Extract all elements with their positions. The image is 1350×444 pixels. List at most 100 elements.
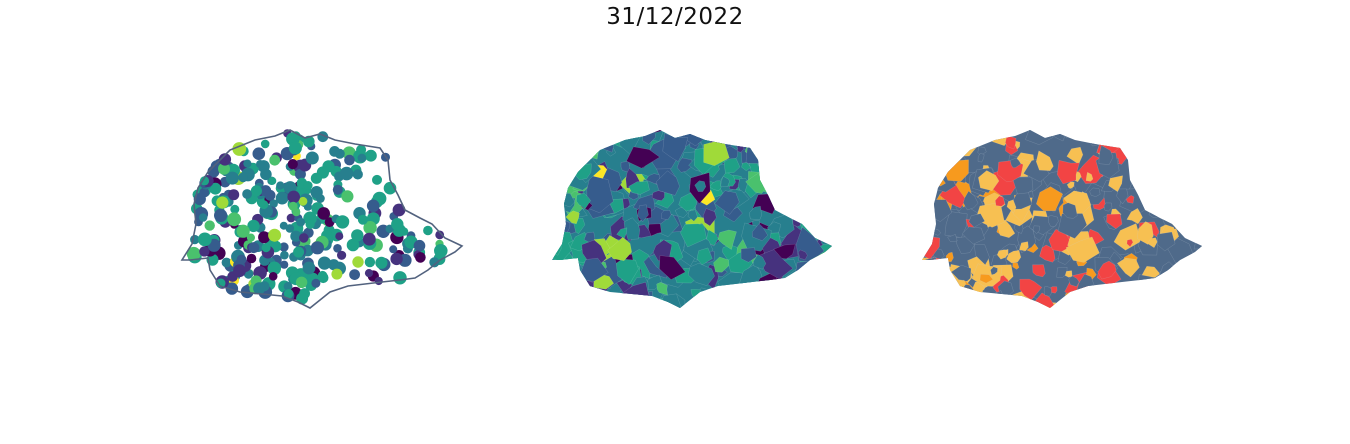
municipality-region [1209,303,1221,315]
municipality-region [1098,145,1114,165]
municipality-region [922,269,923,299]
municipality-point [261,243,271,253]
municipality-region [1068,130,1089,136]
municipality-point [238,172,248,183]
municipality-point [372,174,382,185]
municipality-region [830,199,832,227]
municipality-point [364,269,374,278]
municipality-region [929,257,950,275]
municipality-region [1177,204,1190,217]
municipality-region [657,117,667,126]
municipality-point [356,144,367,155]
municipality-points [186,129,448,305]
municipality-region [738,287,753,301]
municipality-region [687,209,698,222]
municipality-region [1139,303,1158,308]
municipality-region [794,260,821,287]
municipality-point [276,181,285,190]
municipality-region [1208,179,1223,195]
municipality-region [787,274,806,295]
municipality-region [834,173,860,196]
municipality-region [1035,150,1054,172]
municipality-region [552,130,556,136]
municipality-region [694,180,707,192]
municipality-region [962,130,977,140]
municipality-region [637,204,649,223]
municipality-point [393,271,407,285]
municipality-region [1190,266,1202,299]
municipality-point [290,230,302,242]
municipality-point [429,257,440,268]
municipality-region [833,123,846,137]
municipality-point [236,254,247,265]
municipality-region [742,295,766,308]
municipality-region [802,157,830,185]
municipality-region [1085,171,1094,182]
municipality-region [713,130,727,134]
municipality-point [346,238,360,252]
municipality-region [596,130,626,135]
municipality-region [1085,130,1107,139]
municipality-region [753,254,767,270]
municipality-region [1111,130,1133,143]
municipality-region [1055,301,1074,308]
municipality-point [434,244,448,258]
municipality-region [810,286,819,296]
municipality-region [661,209,672,220]
municipality-region [909,193,920,203]
municipality-point [331,268,343,280]
municipality-region [552,307,565,308]
municipality-region [593,291,606,301]
municipality-region [787,282,810,304]
municipality-point [204,220,215,231]
municipality-region [1203,267,1210,273]
municipality-point [390,252,403,266]
municipality-region [552,165,567,194]
municipality-region [552,135,579,173]
municipality-point [246,233,255,242]
municipality-region [1126,238,1134,248]
municipality-point [335,232,344,241]
municipality-region [552,256,577,284]
municipality-region [706,229,719,246]
municipality-region [731,309,749,324]
municipality-point [293,246,305,258]
municipality-point [357,153,367,163]
municipality-region [552,146,558,176]
municipality-region [713,256,730,273]
municipality-region [1202,250,1229,268]
municipality-point [364,256,376,268]
municipality-region [1126,208,1143,225]
municipality-region [1153,299,1173,308]
municipality-region [922,286,939,306]
municipality-region [608,130,617,141]
municipality-point [413,239,426,252]
municipality-region [1067,307,1084,308]
municipality-region [604,294,619,308]
municipality-region [536,310,548,320]
municipality-region [796,297,822,308]
municipality-region [762,130,775,147]
municipality-region [1127,130,1147,133]
municipality-point [310,186,323,199]
municipality-region [819,130,832,140]
municipality-region [922,130,927,132]
municipality-region [1163,175,1178,189]
municipality-point [317,256,332,270]
municipality-point [341,190,354,203]
municipality-region [1198,241,1202,262]
municipality-region [647,130,675,133]
municipality-region [715,130,739,139]
municipality-point [288,201,298,211]
municipality-region [628,180,650,195]
municipality-point [246,253,257,264]
municipality-point [283,281,293,291]
municipality-point [225,171,239,185]
municipality-point [305,219,315,229]
municipality-region [1141,192,1151,201]
municipality-region [1176,131,1193,148]
municipality-region [798,249,808,260]
municipality-region [1125,195,1135,204]
municipality-region [839,259,856,278]
municipality-region [1163,136,1185,153]
